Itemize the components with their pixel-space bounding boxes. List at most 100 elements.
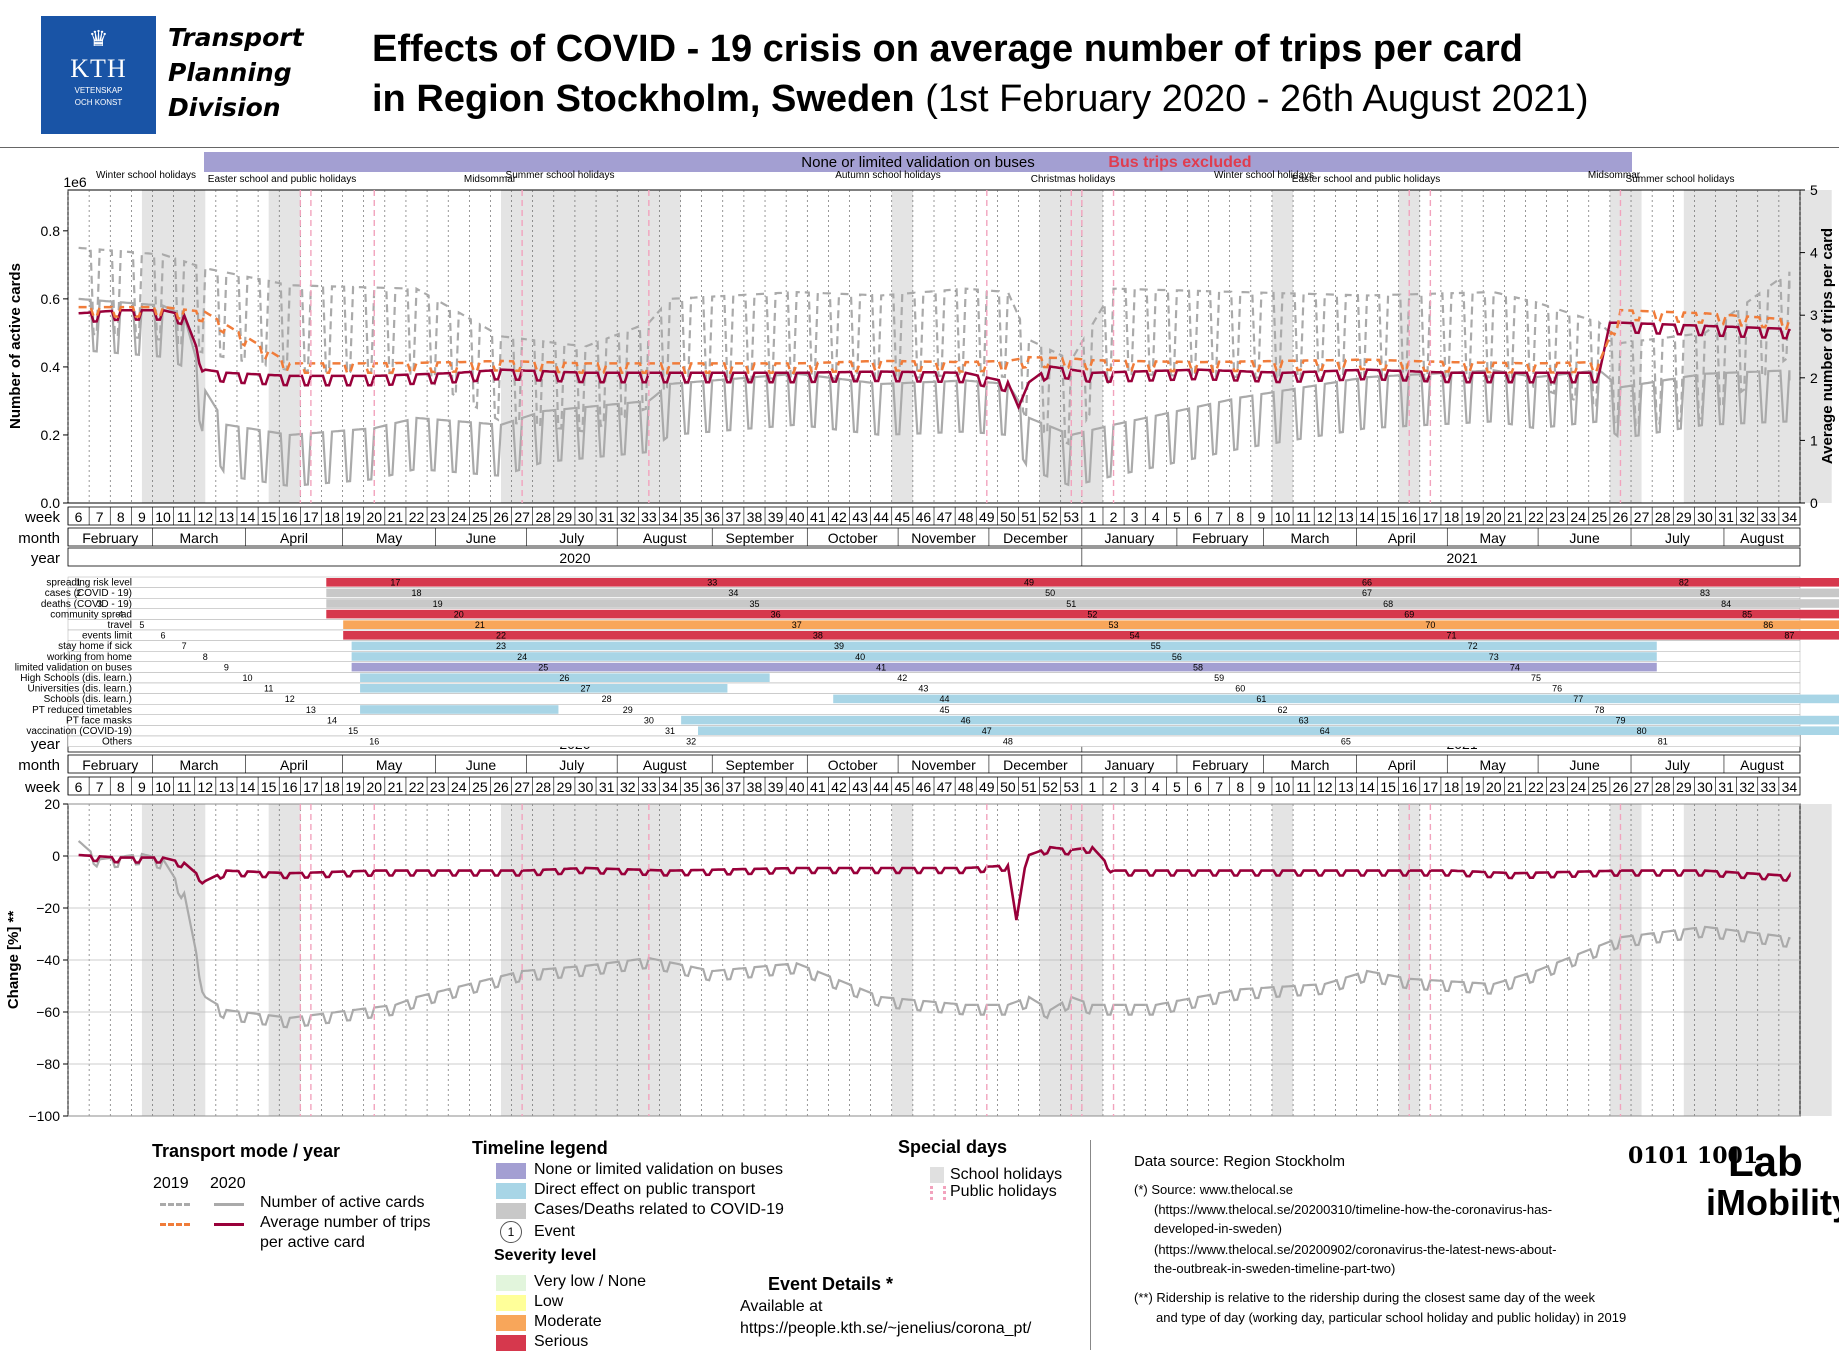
legend-divider [1090, 1140, 1091, 1350]
week-number: 12 [198, 779, 214, 795]
event-id-marker: 8 [203, 652, 208, 662]
division-line3: Division [168, 93, 281, 122]
event-id-marker: 46 [961, 715, 971, 725]
week-number: 8 [117, 779, 125, 795]
week-number: 13 [219, 509, 235, 525]
week-number: 17 [303, 509, 319, 525]
severity-item-1: Low [534, 1293, 564, 1310]
week-number: 47 [937, 779, 953, 795]
week-number: 30 [1697, 509, 1713, 525]
week-number: 28 [535, 779, 551, 795]
week-number: 21 [388, 509, 404, 525]
ridership-note-2: and type of day (working day, particular… [1156, 1310, 1627, 1325]
month-label: December [1003, 530, 1068, 546]
week-number: 30 [578, 509, 594, 525]
event-details-url[interactable]: https://people.kth.se/~jenelius/corona_p… [740, 1320, 1032, 1337]
event-row-bg [67, 682, 1801, 694]
y-axis-label: Number of active cards [7, 263, 24, 429]
week-number: 19 [345, 779, 361, 795]
month-label: September [726, 530, 795, 546]
event-id-marker: 31 [665, 726, 675, 736]
month-label: July [1665, 757, 1690, 773]
event-id-marker: 76 [1552, 684, 1562, 694]
event-id-marker: 83 [1700, 588, 1710, 598]
week-number: 5 [1173, 779, 1181, 795]
event-id-marker: 24 [517, 652, 527, 662]
week-number: 43 [852, 509, 868, 525]
week-number: 18 [1444, 509, 1460, 525]
week-number: 24 [451, 509, 467, 525]
period-annotation: Easter school and public holidays [1292, 174, 1440, 185]
event-id-marker: 4 [118, 609, 123, 619]
week-number: 37 [726, 509, 742, 525]
week-number: 7 [96, 509, 104, 525]
imobility-lab-logo: 0101 1001 Lab iMobility [1628, 1138, 1839, 1228]
period-annotation: Summer school holidays [506, 170, 615, 181]
event-category-label: working from home [46, 652, 132, 663]
week-number: 26 [493, 779, 509, 795]
week-number: 30 [1697, 779, 1713, 795]
month-label: October [828, 757, 878, 773]
month-label: February [1192, 530, 1248, 546]
event-row-bar [343, 620, 1839, 629]
event-row-bar [343, 631, 1839, 640]
event-category-label: deaths (COVID - 19) [41, 599, 132, 610]
event-id-marker: 12 [285, 694, 295, 704]
event-id-marker: 43 [918, 684, 928, 694]
title-dates: (1st February 2020 - 26th August 2021) [925, 78, 1589, 120]
severity-item-0: Very low / None [534, 1273, 647, 1290]
y-scale-label: 1e6 [63, 174, 87, 190]
week-number: 10 [155, 509, 171, 525]
event-id-marker: 60 [1235, 684, 1245, 694]
top-series-cards-2019 [78, 246, 1791, 446]
week-number: 27 [1634, 779, 1650, 795]
week-number: 13 [1338, 779, 1354, 795]
event-id-marker: 77 [1573, 694, 1583, 704]
legend-trips-label-1: Average number of trips [260, 1214, 431, 1231]
timeline-top-row-label-year: year [31, 550, 60, 567]
brand-imobility: iMobility [1706, 1182, 1839, 1223]
event-id-marker: 29 [623, 705, 633, 715]
logo-sub2: OCH KONST [74, 98, 123, 107]
event-id-marker: 53 [1109, 620, 1119, 630]
event-row-bar [326, 578, 1839, 587]
week-number: 37 [726, 779, 742, 795]
event-details-available: Available at [740, 1298, 823, 1315]
week-number: 35 [683, 509, 699, 525]
timeline-bottom-row-label-month: month [18, 757, 60, 774]
event-row-bar [351, 652, 1657, 661]
week-number: 53 [1064, 509, 1080, 525]
week-number: 27 [514, 509, 530, 525]
month-label: December [1003, 757, 1068, 773]
week-number: 50 [1000, 509, 1016, 525]
y2-tick-label: 5 [1810, 182, 1818, 198]
top-series-cards-2020 [78, 297, 1791, 487]
month-label: August [1740, 757, 1784, 773]
school-holiday-band-0-2 [501, 190, 681, 503]
event-id-marker: 11 [264, 684, 273, 694]
kth-logo: ♛ KTH VETENSKAP OCH KONST [41, 16, 156, 134]
week-number: 5 [1173, 509, 1181, 525]
event-id-marker: 16 [369, 737, 379, 747]
week-number: 34 [1782, 779, 1798, 795]
week-number: 10 [1275, 509, 1291, 525]
month-label: March [180, 757, 219, 773]
event-id-marker: 33 [707, 578, 717, 588]
week-number: 32 [620, 779, 636, 795]
event-id-marker: 26 [559, 673, 569, 683]
legend-cards-2019-line [160, 1203, 190, 1206]
week-number: 1 [1089, 509, 1097, 525]
week-number: 34 [662, 779, 678, 795]
month-label: April [1388, 530, 1416, 546]
event-row-bg [67, 735, 1801, 747]
event-id-marker: 5 [139, 620, 144, 630]
year-label-2020: 2020 [559, 550, 590, 566]
event-row-bar [360, 673, 770, 682]
week-number: 24 [1570, 779, 1586, 795]
month-label: June [1569, 530, 1600, 546]
severity-title: Severity level [494, 1247, 597, 1264]
logo-sub1: VETENSKAP [74, 86, 123, 95]
change-y-tick-label: −40 [36, 952, 60, 968]
week-number: 22 [409, 509, 425, 525]
top-series-trips-2020 [78, 308, 1791, 411]
